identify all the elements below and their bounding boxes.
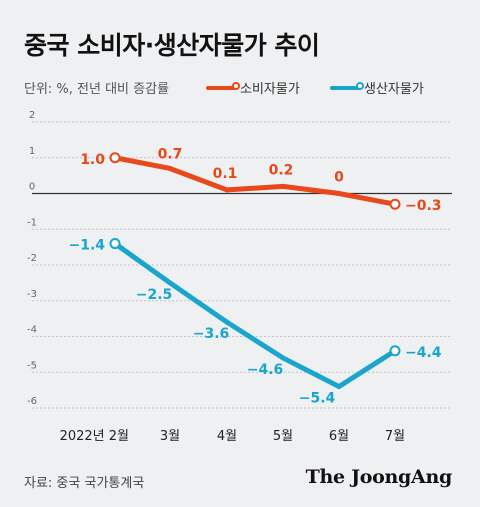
brand-logo: The JoongAng xyxy=(305,466,453,488)
data-point-producer xyxy=(280,355,286,361)
series-line-producer xyxy=(112,241,398,390)
page-title: 중국 소비자·생산자물가 추이 xyxy=(24,31,320,60)
y-tick-label: -4 xyxy=(27,325,37,336)
x-tick-label: 3월 xyxy=(160,429,180,444)
data-point-consumer xyxy=(224,187,230,193)
data-point-consumer xyxy=(336,191,342,196)
data-point-producer xyxy=(336,384,342,390)
x-tick-label: 7월 xyxy=(385,429,405,444)
legend-swatch-producer xyxy=(330,81,364,90)
y-tick-label: -5 xyxy=(27,360,37,371)
legend-item-consumer: 소비자물가 xyxy=(206,78,300,97)
y-tick-label: 0 xyxy=(29,182,35,193)
data-label-consumer: −0.3 xyxy=(405,198,442,214)
data-point-consumer xyxy=(389,198,401,210)
data-label-producer: −5.4 xyxy=(299,391,336,407)
legend-swatch-consumer xyxy=(206,81,240,90)
data-point-consumer xyxy=(280,183,286,189)
data-label-producer: −2.5 xyxy=(136,287,173,303)
data-label-consumer: 0.1 xyxy=(213,166,238,182)
unit-label: 단위: %, 전년 대비 증감률 xyxy=(24,82,170,97)
x-tick-label: 2022년 2월 xyxy=(60,429,129,444)
legend-item-producer: 생산자물가 xyxy=(330,78,424,97)
data-point-producer xyxy=(389,345,401,357)
data-label-consumer: 1.0 xyxy=(80,152,105,168)
legend-row: 단위: %, 전년 대비 증감률 소비자물가 생산자물가 xyxy=(24,78,464,98)
data-point-producer xyxy=(167,280,173,286)
data-label-consumer: 0.7 xyxy=(158,146,183,162)
y-tick-label: 1 xyxy=(29,146,35,157)
data-label-consumer: 0.2 xyxy=(269,162,294,178)
x-tick-label: 4월 xyxy=(217,429,237,444)
legend-label-producer: 생산자물가 xyxy=(364,82,424,97)
x-tick-label: 5월 xyxy=(273,429,293,444)
data-label-producer: −3.6 xyxy=(193,326,230,342)
data-label-producer: −4.6 xyxy=(247,362,284,378)
y-tick-label: -2 xyxy=(27,253,37,264)
y-tick-label: -6 xyxy=(27,396,37,407)
y-tick-label: -1 xyxy=(27,217,37,228)
y-tick-label: -3 xyxy=(27,289,37,300)
data-point-producer xyxy=(224,319,230,325)
data-label-consumer: 0 xyxy=(334,170,344,186)
source-label: 자료: 중국 국가통계국 xyxy=(24,476,145,491)
series-line-consumer xyxy=(112,155,398,207)
x-tick-label: 6월 xyxy=(329,429,349,444)
data-point-consumer xyxy=(167,165,173,171)
data-label-producer: −1.4 xyxy=(68,238,105,254)
legend-label-consumer: 소비자물가 xyxy=(240,82,300,97)
data-point-producer xyxy=(109,238,121,250)
y-tick-label: 2 xyxy=(29,110,35,121)
data-label-producer: −4.4 xyxy=(405,345,442,361)
data-point-consumer xyxy=(109,152,121,164)
